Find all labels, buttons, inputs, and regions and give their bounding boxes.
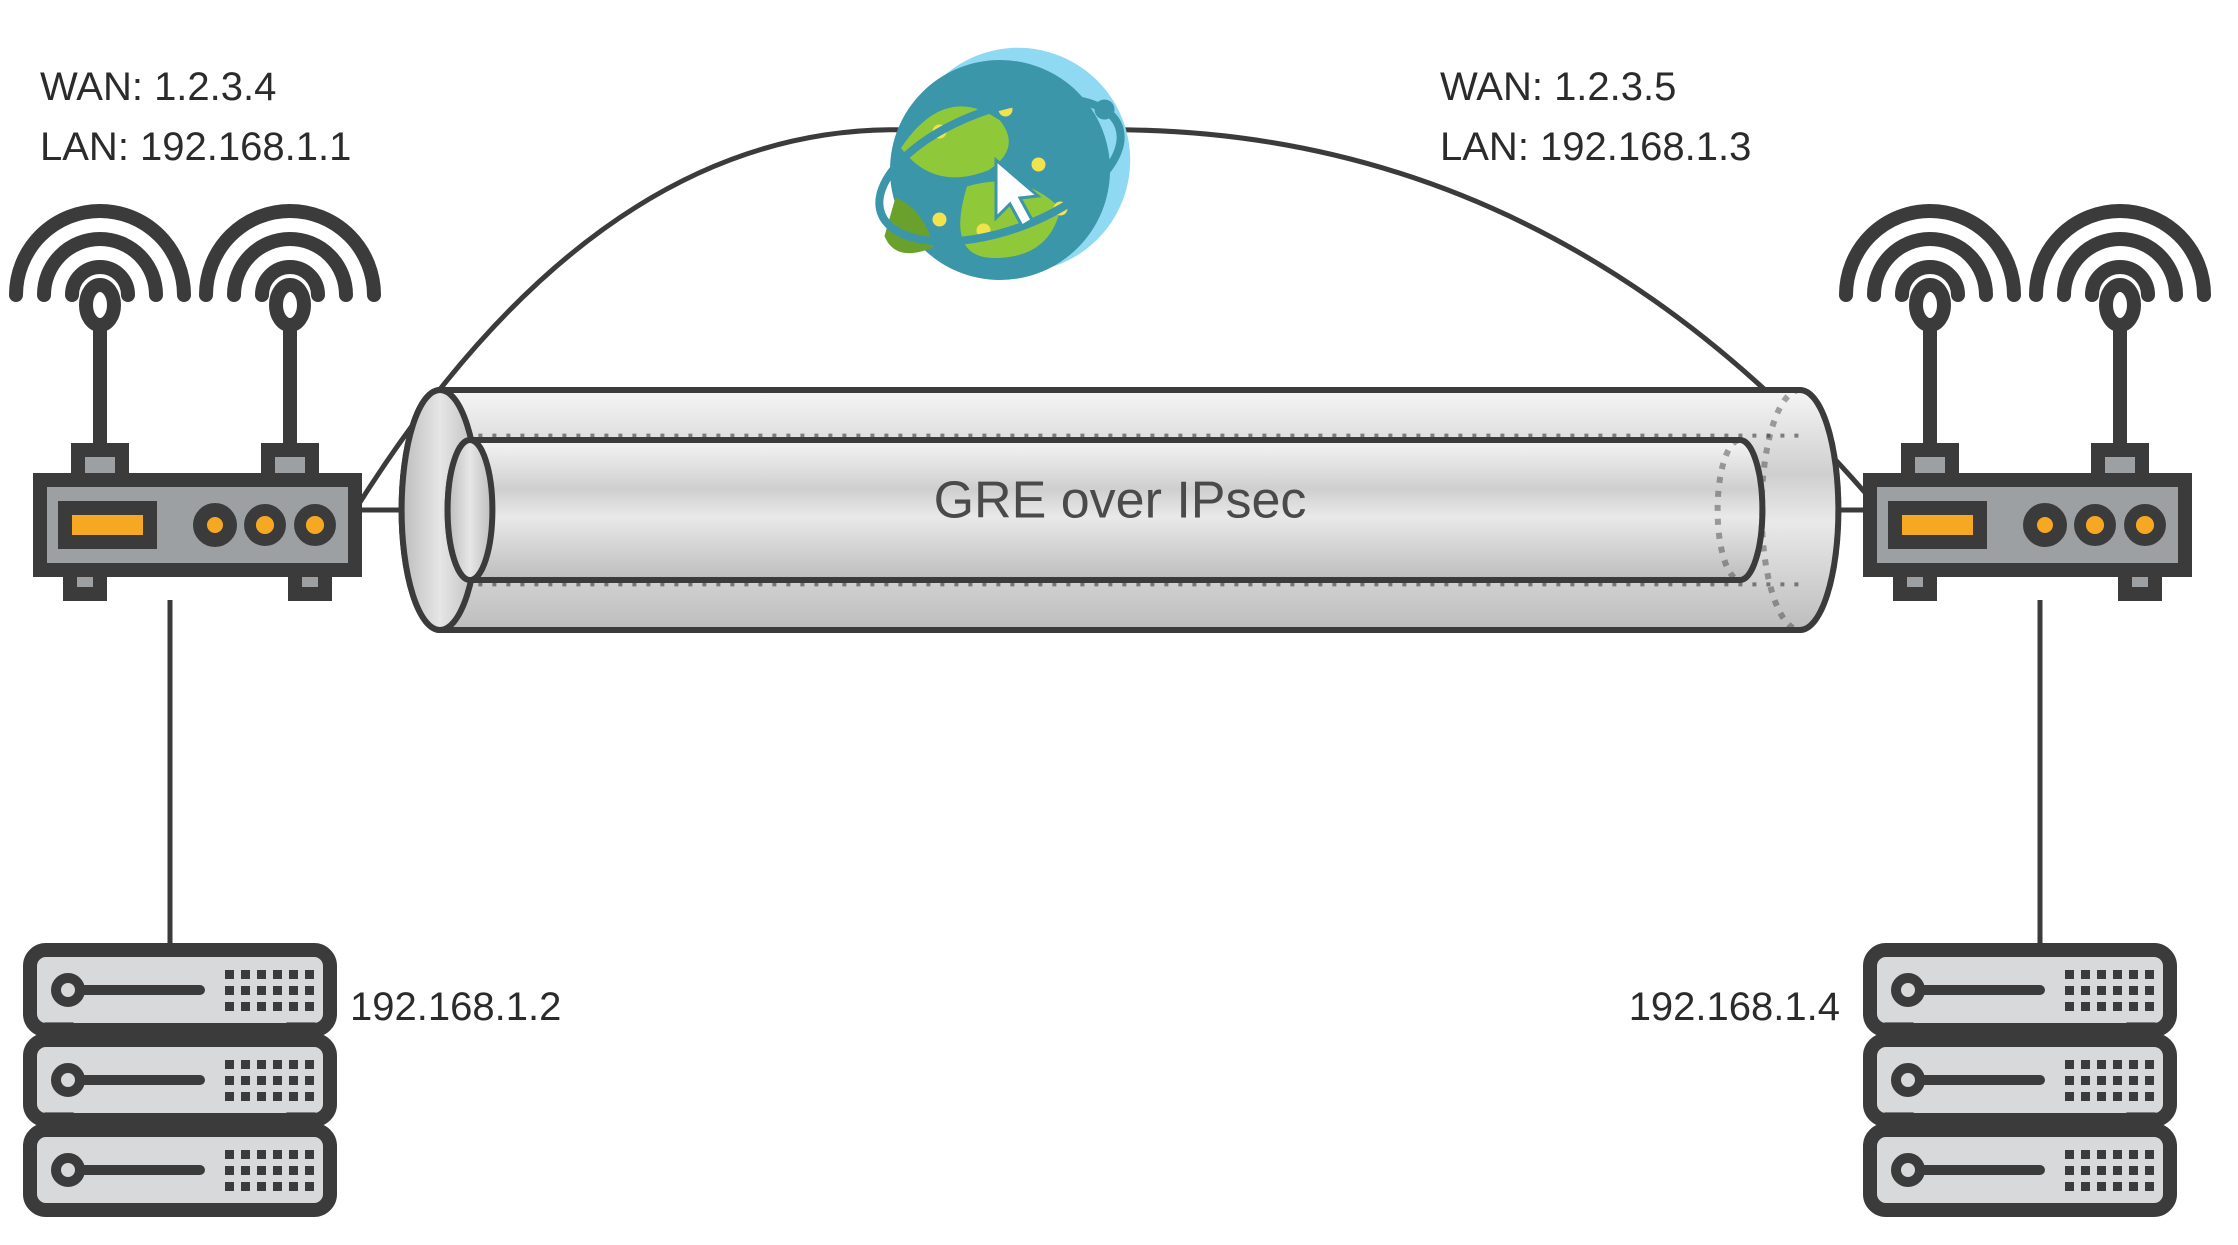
router-right-wan-label: WAN: 1.2.3.5: [1440, 65, 1676, 109]
server-right-ip-label: 192.168.1.4: [1629, 985, 1840, 1029]
router-right-lan-label: LAN: 192.168.1.3: [1440, 125, 1751, 169]
tunnel-label: GRE over IPsec: [934, 472, 1307, 530]
server-right-icon: [1870, 950, 2170, 1210]
router-left-wan-label: WAN: 1.2.3.4: [40, 65, 276, 109]
internet-globe-icon: [860, 48, 1139, 280]
router-left-icon: [16, 211, 374, 594]
router-left-lan-label: LAN: 192.168.1.1: [40, 125, 351, 169]
server-left-ip-label: 192.168.1.2: [350, 985, 561, 1029]
router-right-icon: [1846, 211, 2204, 594]
server-left-icon: [30, 950, 330, 1210]
